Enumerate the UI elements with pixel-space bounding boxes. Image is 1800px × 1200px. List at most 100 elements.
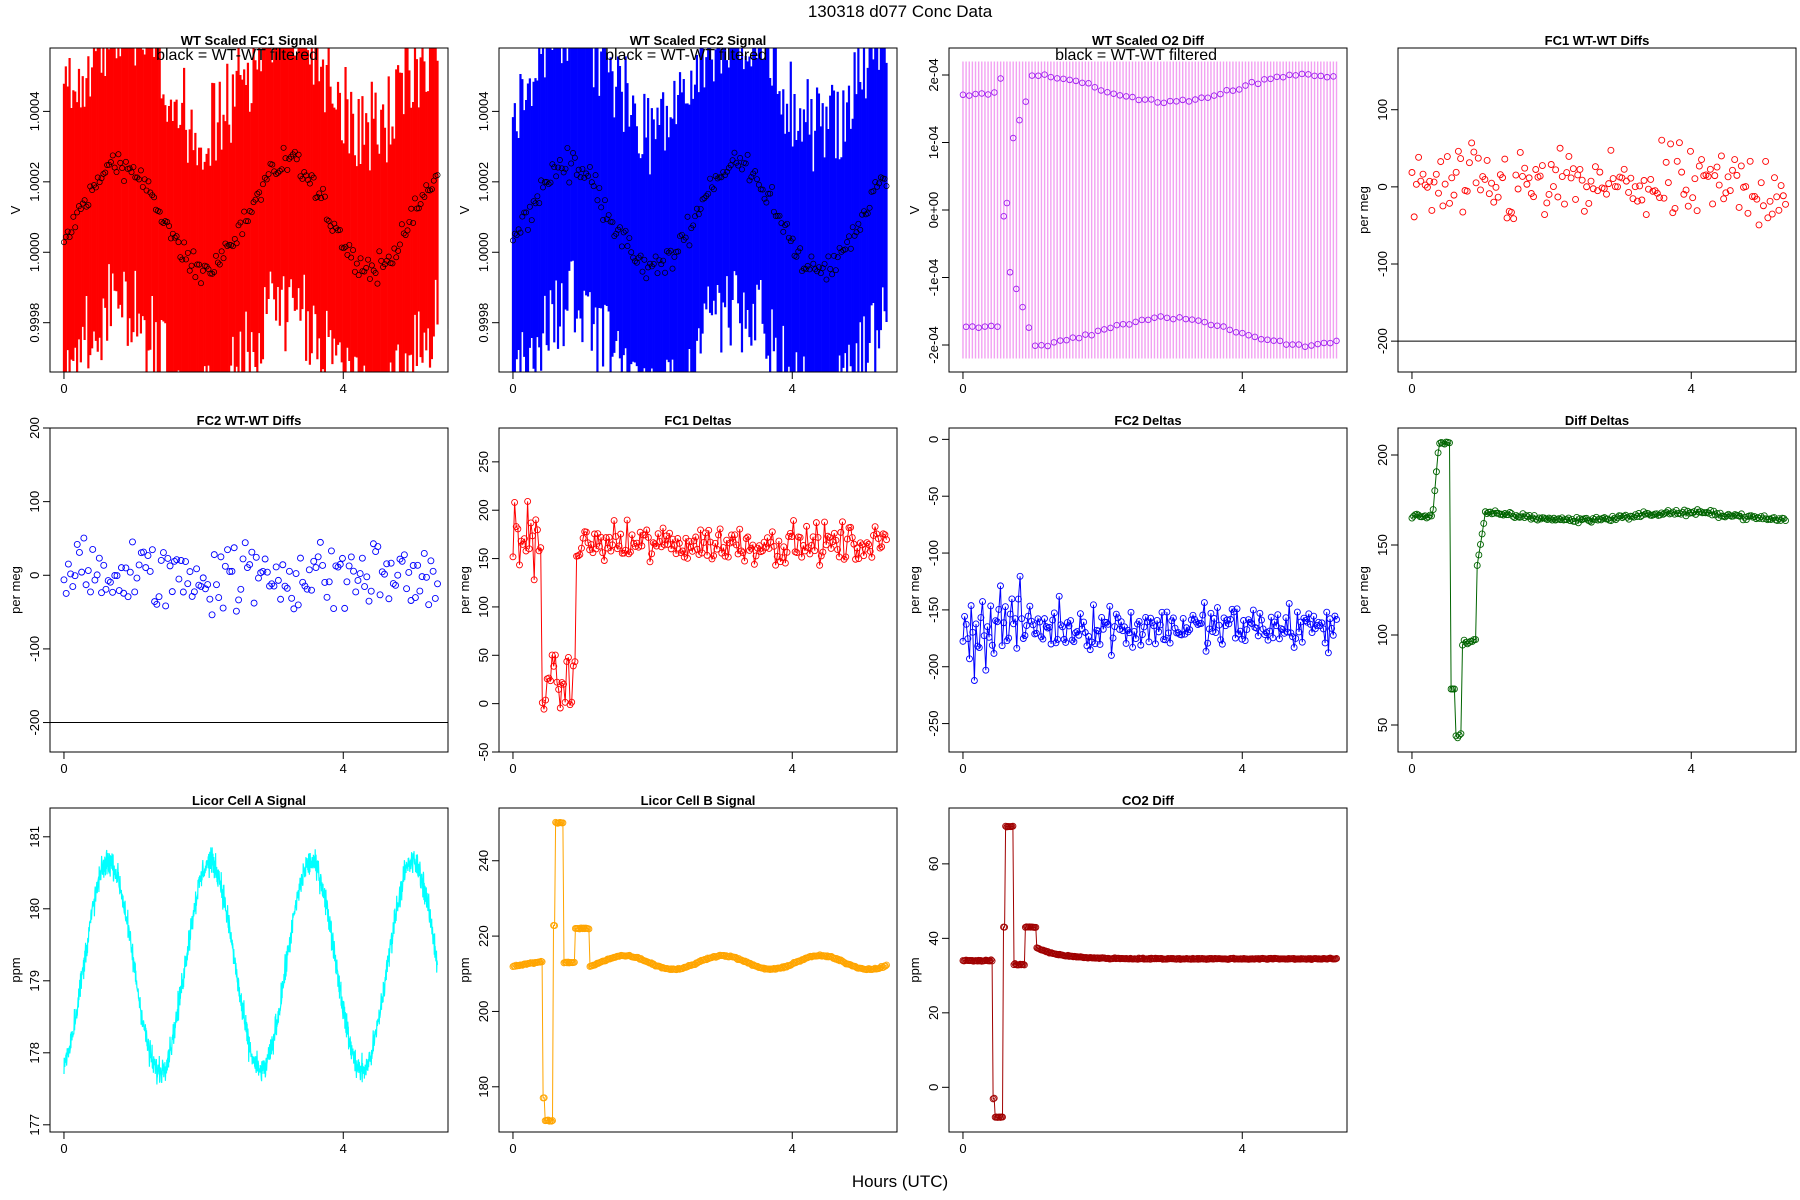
p6-point [819,548,827,556]
p7-point [1018,615,1026,623]
p2-point [555,164,561,171]
p1-point [406,218,413,225]
p8-point [1428,512,1435,520]
p6-ytick-label: 150 [476,548,491,570]
p11-data [959,822,1340,1121]
p5-point [316,538,324,546]
p2-point [831,252,837,259]
p3-point [1035,72,1042,79]
p5-point [336,560,344,568]
p1-point [96,179,103,186]
p5-point [80,534,88,542]
p3-point [1248,78,1256,86]
p1-point [321,193,328,200]
p6-point [664,541,672,548]
p6-point [706,538,714,546]
p3-point [1066,76,1073,84]
p7-point [1085,632,1093,640]
p4-point [1541,211,1549,219]
p2-point [763,199,770,206]
p8-point [1441,440,1449,448]
p11-frame [948,807,1348,1133]
p4-point [1689,194,1697,202]
p4-xtick-label: 4 [1688,381,1695,396]
p5-point [381,570,388,578]
p6-point [716,525,724,533]
p8-point [1450,685,1458,693]
p7-point [972,620,980,628]
p2-point [759,186,766,193]
p2-point [699,196,706,203]
p1-xtick-label: 4 [340,381,347,396]
p3-point [1097,87,1105,94]
p1-point [256,189,263,196]
p9-data [63,847,439,1085]
p2-point [742,160,749,167]
p6-point [556,704,564,712]
p6-point [553,678,561,686]
p10-point [777,964,785,972]
p8-point [1747,512,1755,520]
p5-point [153,600,161,608]
p1-point [314,194,321,200]
p1-point [305,177,311,183]
p6-point [537,544,545,552]
p2-point [765,190,772,197]
p6-point [568,698,576,706]
p3-point [962,323,970,331]
p11-ytick-label: 0 [926,1084,941,1091]
p8-point [1751,513,1758,520]
p1-point [278,166,285,173]
p6-point [853,544,861,552]
p6-point [551,651,559,659]
p5-point [259,567,267,575]
p3-point [972,90,979,98]
p6-point [736,525,744,533]
p7-point [1088,638,1096,646]
p4-point [1693,207,1701,215]
p6-point [610,517,618,524]
p7-point [1212,629,1220,637]
p8-point [1623,513,1631,521]
p4-point [1771,174,1778,182]
p8-point [1475,551,1483,559]
p1-point [269,161,276,168]
p1-point [214,259,221,266]
p1-point [156,208,163,215]
p8-point [1775,515,1783,523]
p2-point [859,211,866,218]
p4-point [1614,183,1621,191]
p1-point [421,194,428,200]
p4-point [1494,193,1502,201]
p1-title: WT Scaled FC1 Signal [181,33,318,48]
p2-point [769,183,775,190]
p3-point [1286,71,1293,79]
p11-ytick-label: 60 [926,857,941,871]
p2-point [695,211,702,218]
p2-point [881,175,888,182]
p7-frame [948,427,1348,753]
p1-xtick-label: 0 [60,381,67,396]
p8-point [1486,508,1494,516]
p7-point [1328,624,1336,632]
p2-point [697,205,704,212]
panel-p4: 0 4 -200 -100 0 100 per meg FC1 WT-WT Diffs [1356,33,1797,396]
p1-point [434,172,441,179]
p5-point [405,569,413,576]
p2-point [658,261,665,268]
p6-point [780,543,788,551]
p2-point [855,220,862,227]
p4-point [1446,199,1453,207]
p4-point [1499,174,1507,182]
p3-point [1333,337,1340,345]
p11-point [1019,960,1027,968]
p4-point [1706,165,1714,173]
p7-point [992,617,1000,625]
p1-point [166,223,173,229]
p8-point [1555,515,1563,523]
p7-point [1049,616,1057,624]
p4-point [1439,202,1447,210]
p5-point [363,573,371,581]
p2-point [810,260,817,267]
p5-point [78,568,86,576]
